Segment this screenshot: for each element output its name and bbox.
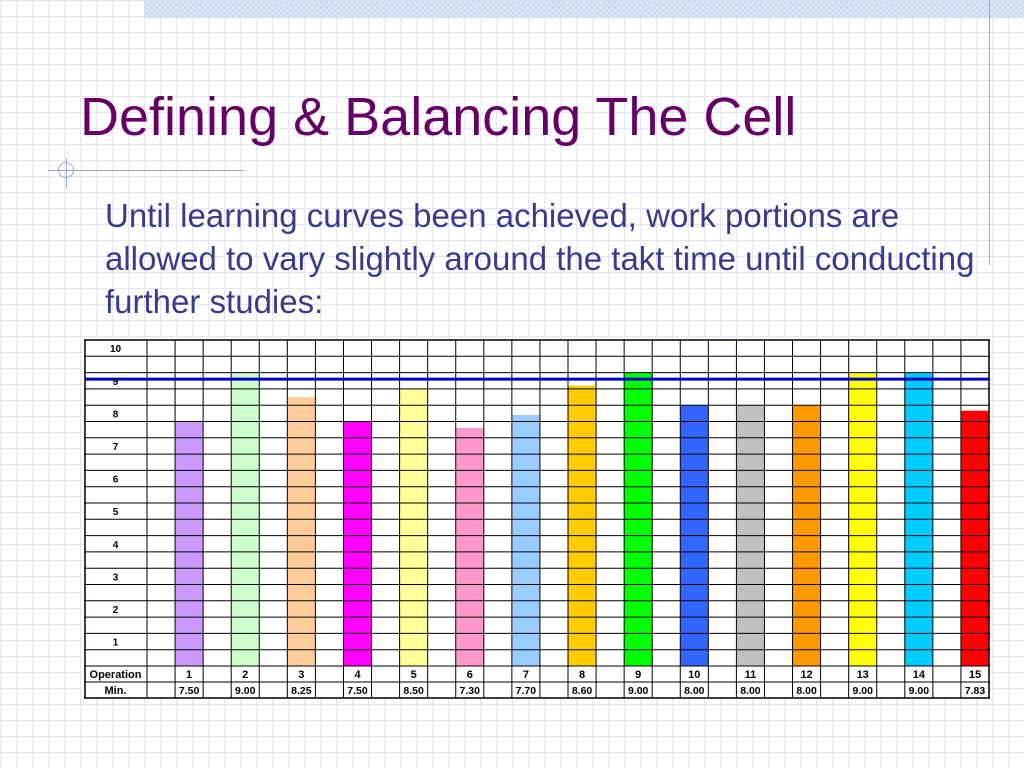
y-tick-label: 6: [113, 475, 119, 486]
decorative-circle: [58, 162, 74, 178]
y-tick-label: 4: [113, 540, 119, 551]
minutes-value-label: 7.30: [460, 685, 481, 697]
minutes-value-label: 9.00: [235, 685, 256, 697]
bar-op-5: [399, 388, 428, 666]
operation-label: 9: [635, 669, 641, 681]
operation-label: 7: [523, 669, 529, 681]
operation-label: 15: [969, 669, 981, 681]
bar-op-4: [343, 421, 372, 666]
bar-op-1: [175, 421, 204, 666]
slide-body-text: Until learning curves been achieved, wor…: [105, 197, 975, 320]
y-tick-label: 8: [113, 409, 119, 420]
minutes-value-label: 8.00: [684, 685, 705, 697]
operation-label: 3: [298, 669, 304, 681]
minutes-value-label: 7.50: [347, 685, 368, 697]
minutes-value-label: 8.00: [740, 685, 761, 697]
minutes-value-label: 8.60: [572, 685, 593, 697]
bar-op-15: [960, 410, 989, 666]
table-label-min: Min.: [105, 685, 127, 697]
y-tick-label: 2: [113, 605, 119, 616]
bar-op-8: [568, 385, 597, 666]
minutes-value-label: 7.70: [516, 685, 537, 697]
slide-title: Defining & Balancing The Cell: [80, 87, 797, 147]
decorative-band: [144, 0, 1024, 18]
takt-balance-chart: 10 9 8 7 6 5 4 3 2 1 Operation Min. 1 7.50 2 9.00 3 8.25 4…: [84, 339, 990, 706]
operation-label: 11: [745, 669, 757, 681]
operation-label: 5: [411, 669, 417, 681]
chart-svg: 10 9 8 7 6 5 4 3 2 1 Operation Min. 1 7.50 2 9.00 3 8.25 4…: [84, 339, 990, 699]
bar-op-6: [455, 428, 484, 666]
operation-label: 6: [467, 669, 473, 681]
operation-label: 12: [800, 669, 812, 681]
y-tick-label: 1: [113, 638, 119, 649]
minutes-value-label: 8.25: [291, 685, 312, 697]
operation-label: 14: [913, 669, 926, 681]
minutes-value-label: 9.00: [909, 685, 930, 697]
operation-label: 2: [242, 669, 248, 681]
minutes-value-label: 9.00: [628, 685, 649, 697]
minutes-value-label: 9.00: [852, 685, 873, 697]
y-tick-label: 5: [113, 507, 119, 518]
bar-op-3: [287, 397, 316, 666]
minutes-value-label: 8.00: [796, 685, 817, 697]
operation-label: 10: [688, 669, 700, 681]
minutes-value-label: 7.83: [965, 685, 986, 697]
y-tick-label: 7: [113, 442, 119, 453]
y-tick-label: 10: [110, 344, 122, 355]
minutes-value-label: 8.50: [403, 685, 424, 697]
decorative-line: [989, 0, 990, 265]
operation-label: 13: [857, 669, 869, 681]
decorative-line: [48, 170, 245, 171]
operation-label: 4: [354, 669, 361, 681]
minutes-value-label: 7.50: [179, 685, 200, 697]
y-tick-label: 3: [113, 572, 119, 583]
y-tick-label: 9: [113, 377, 119, 388]
table-label-operation: Operation: [90, 669, 142, 681]
operation-label: 8: [579, 669, 585, 681]
operation-label: 1: [186, 669, 192, 681]
bar-op-7: [511, 414, 540, 666]
